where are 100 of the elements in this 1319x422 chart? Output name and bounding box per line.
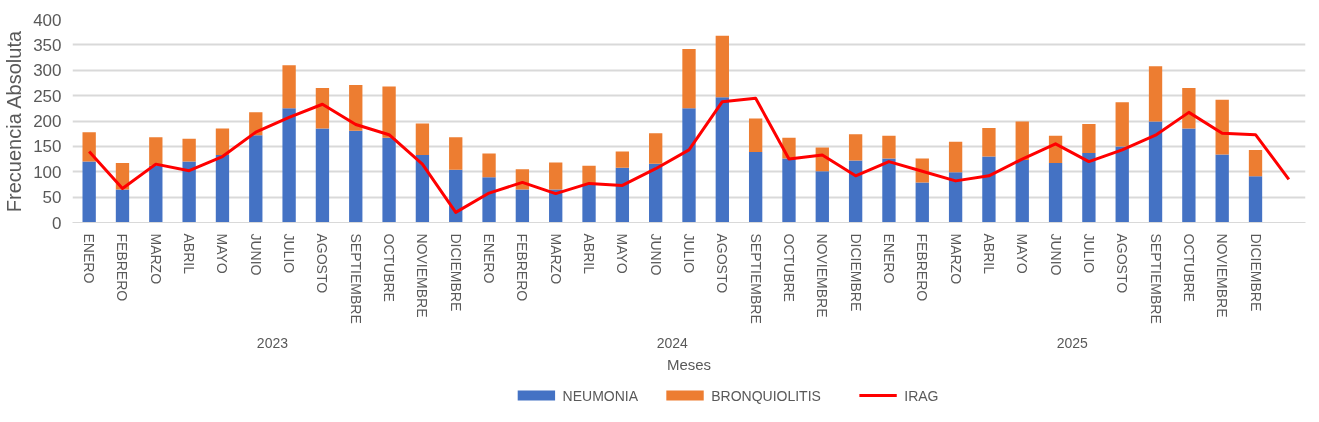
x-tick-label: FEBRERO xyxy=(514,233,531,302)
x-tick-label: ABRIL xyxy=(980,233,997,275)
bar xyxy=(82,161,96,223)
x-tick-label: SEPTIEMBRE xyxy=(1147,233,1164,324)
x-tick-label: NOVIEMBRE xyxy=(414,233,431,318)
bar xyxy=(149,165,163,223)
bar xyxy=(682,48,696,109)
bar xyxy=(315,88,330,129)
bar xyxy=(1215,154,1229,223)
y-tick-label: 300 xyxy=(33,61,62,81)
text: 2023 xyxy=(256,334,289,351)
bar xyxy=(215,128,230,155)
bar xyxy=(882,135,896,159)
x-tick-label: NOVIEMBRE xyxy=(814,233,831,318)
y-axis-title: Frecuencia Absoluta xyxy=(3,30,26,213)
bar xyxy=(349,84,363,131)
bar xyxy=(1048,163,1063,223)
x-tick-label: JUNIO xyxy=(247,233,264,276)
x-tick-label: DICIEMBRE xyxy=(847,233,864,312)
x-tick-label: MARZO xyxy=(147,233,164,285)
x-axis-title: Meses xyxy=(666,355,712,373)
bar xyxy=(715,35,729,98)
bar xyxy=(382,137,396,223)
x-tick-label: MAYO xyxy=(1014,233,1031,274)
bar xyxy=(349,130,363,223)
bar xyxy=(715,97,729,223)
bar xyxy=(582,165,596,185)
x-tick-label: AGOSTO xyxy=(314,233,331,294)
y-tick-label: 350 xyxy=(33,35,62,55)
bar xyxy=(149,137,163,166)
x-tick-label: NOVIEMBRE xyxy=(1214,233,1231,318)
bar xyxy=(649,163,663,223)
bar xyxy=(549,162,563,190)
bar xyxy=(315,128,330,223)
bar xyxy=(948,172,963,223)
bar xyxy=(649,133,663,164)
x-tick-label: AGOSTO xyxy=(1114,233,1131,294)
bar xyxy=(1182,128,1196,223)
bar xyxy=(482,177,496,223)
x-tick-label: DICIEMBRE xyxy=(447,233,464,312)
bar xyxy=(1182,88,1196,129)
bar xyxy=(182,138,196,162)
bar xyxy=(282,108,296,223)
bar xyxy=(748,151,763,223)
bar xyxy=(382,86,396,138)
bar xyxy=(1248,176,1263,223)
bar xyxy=(748,118,763,152)
legend-label: NEUMONIA xyxy=(562,387,639,404)
x-tick-label: SEPTIEMBRE xyxy=(347,233,364,324)
bar xyxy=(982,156,996,223)
bar xyxy=(1148,121,1163,223)
x-tick-label: JULIO xyxy=(281,233,298,274)
x-tick-label: JUNIO xyxy=(1047,233,1064,276)
bar xyxy=(182,161,196,223)
x-tick-label: ABRIL xyxy=(581,233,598,275)
bar xyxy=(1115,102,1129,147)
bar xyxy=(449,137,463,170)
bar xyxy=(215,155,230,223)
x-tick-label: JUNIO xyxy=(647,233,664,276)
bar xyxy=(1215,99,1229,155)
bar xyxy=(848,160,863,223)
x-tick-label: OCTUBRE xyxy=(780,233,797,302)
y-tick-label: 400 xyxy=(33,10,62,30)
x-tick-label: ENERO xyxy=(880,233,897,284)
x-tick-label: ENERO xyxy=(481,233,498,284)
x-tick-label: FEBRERO xyxy=(114,233,131,302)
bar xyxy=(282,65,296,109)
y-tick-label: 50 xyxy=(42,188,62,208)
bar xyxy=(782,158,796,223)
bar xyxy=(915,182,929,223)
x-tick-label: MAYO xyxy=(614,233,631,274)
bar xyxy=(1082,152,1096,223)
x-tick-label: MARZO xyxy=(947,233,964,285)
bar xyxy=(249,135,263,223)
x-tick-label: FEBRERO xyxy=(914,233,931,302)
x-tick-label: MARZO xyxy=(547,233,564,285)
bar xyxy=(1148,66,1163,122)
legend-label: IRAG xyxy=(904,387,939,404)
x-tick-label: MAYO xyxy=(214,233,231,274)
bar xyxy=(115,189,130,223)
bar xyxy=(615,151,630,168)
bar xyxy=(815,171,829,223)
bar xyxy=(482,153,496,178)
bar xyxy=(1115,146,1129,223)
x-tick-label: ENERO xyxy=(81,233,98,284)
y-tick-label: 0 xyxy=(52,213,62,233)
x-tick-label: DICIEMBRE xyxy=(1247,233,1264,312)
bar xyxy=(882,158,896,223)
bar xyxy=(948,141,963,173)
bar xyxy=(515,189,530,223)
y-tick-label: 250 xyxy=(33,86,62,106)
x-tick-label: OCTUBRE xyxy=(1180,233,1197,302)
bar xyxy=(82,132,96,162)
y-tick-label: 200 xyxy=(33,112,62,131)
y-tick-label: 150 xyxy=(33,137,62,157)
bar xyxy=(415,123,430,155)
text: 2024 xyxy=(656,334,689,351)
bar xyxy=(582,184,596,223)
x-tick-label: JULIO xyxy=(1080,233,1097,274)
bar xyxy=(415,155,430,223)
